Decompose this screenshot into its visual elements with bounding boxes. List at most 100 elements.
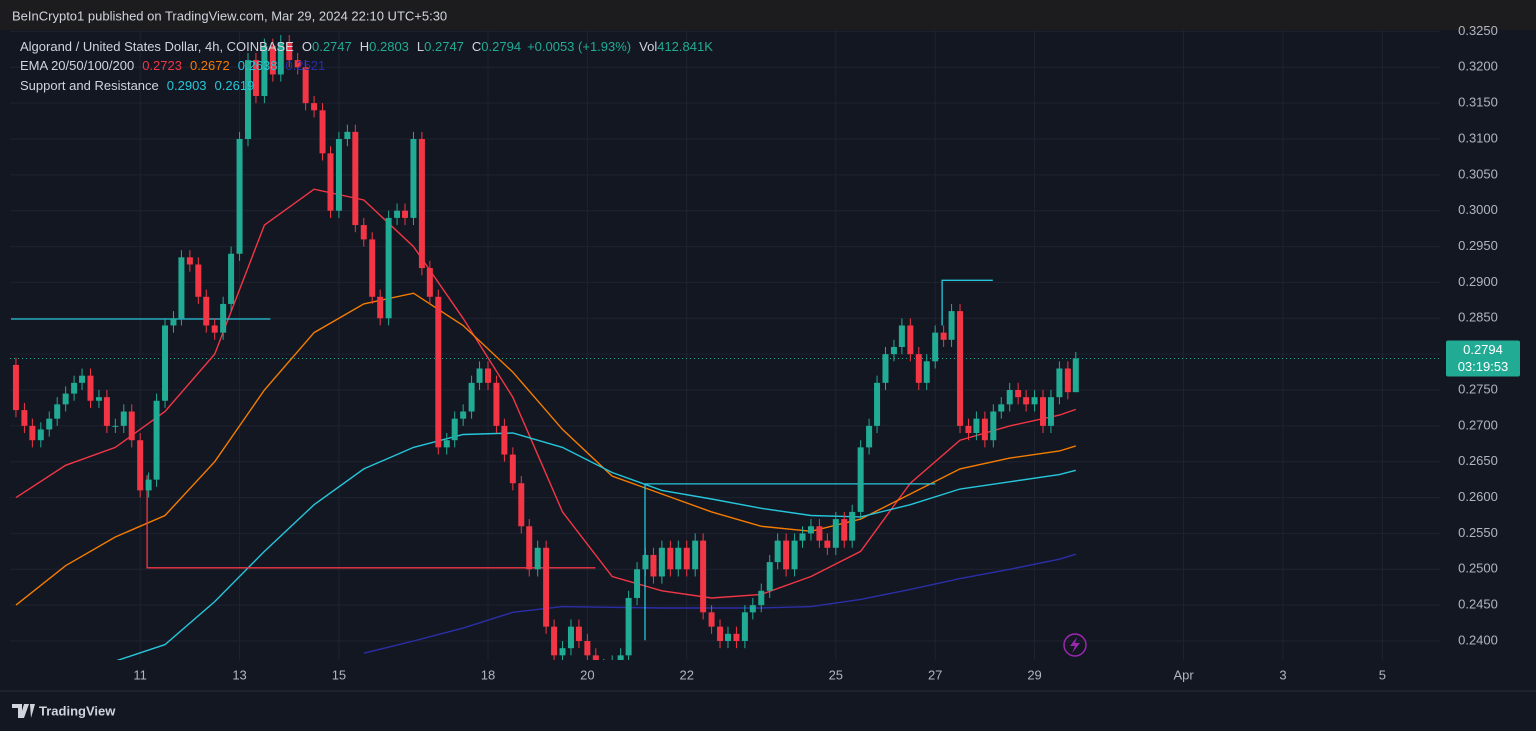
candle-body <box>932 332 939 362</box>
candle-body <box>37 429 44 441</box>
candle-body <box>592 655 599 660</box>
indicator-line <box>15 292 1077 606</box>
candle-body <box>377 296 384 319</box>
y-tick-label: 0.2750 <box>1458 381 1498 396</box>
candle-body <box>791 540 798 570</box>
legend-row: Support and Resistance 0.2903 0.2619 <box>20 78 254 93</box>
candle-body <box>634 569 641 598</box>
y-tick-label: 0.2450 <box>1458 597 1498 612</box>
price-label: 0.2794 <box>1463 342 1503 357</box>
candle-body <box>526 526 533 570</box>
legend-item: 0.2747 <box>424 39 464 54</box>
candle-body <box>178 257 185 319</box>
candle-body <box>965 425 972 434</box>
candle-body <box>501 425 508 455</box>
candle-body <box>335 139 342 211</box>
legend-item: EMA 20/50/100/200 <box>20 58 134 73</box>
candle-body <box>1047 397 1054 426</box>
candle-body <box>21 410 28 426</box>
y-tick-label: 0.3150 <box>1458 95 1498 110</box>
candle-body <box>302 67 309 104</box>
candle-body <box>203 296 210 326</box>
candle-body <box>220 303 227 333</box>
legend-item: 0.2794 <box>481 39 521 54</box>
legend-item: O <box>302 39 312 54</box>
candle-body <box>95 397 102 401</box>
candle-body <box>832 519 839 548</box>
candle-body <box>71 382 78 394</box>
candle-body <box>344 131 351 140</box>
candle-body <box>236 139 243 254</box>
candle-body <box>923 361 930 383</box>
candle-body <box>46 418 53 430</box>
candle-body <box>360 225 367 240</box>
y-tick-label: 0.2950 <box>1458 238 1498 253</box>
legend-item: Algorand / United States Dollar, 4h, COI… <box>20 39 294 54</box>
candle-body <box>866 425 873 448</box>
countdown: 03:19:53 <box>1458 359 1509 374</box>
candle-body <box>849 511 856 541</box>
candle-body <box>799 533 806 541</box>
candle-body <box>551 626 558 656</box>
candle-body <box>153 400 160 480</box>
candle-body <box>410 139 417 218</box>
candle-body <box>1023 397 1030 405</box>
legend-item: 0.2803 <box>369 39 409 54</box>
y-tick-label: 0.3100 <box>1458 130 1498 145</box>
legend-item: Vol <box>639 39 657 54</box>
legend-item: L <box>417 39 424 54</box>
candle-body <box>749 605 756 613</box>
y-tick-label: 0.2650 <box>1458 453 1498 468</box>
candle-body <box>625 597 632 656</box>
y-tick-label: 0.3200 <box>1458 59 1498 74</box>
legend-item: 0.2638 <box>238 58 278 73</box>
y-tick-label: 0.3050 <box>1458 166 1498 181</box>
y-tick-label: 0.3000 <box>1458 202 1498 217</box>
footer-text: TradingView <box>39 703 116 718</box>
candle-body <box>816 526 823 541</box>
candle-body <box>402 210 409 218</box>
candle-body <box>103 397 110 426</box>
x-tick-label: 27 <box>928 667 942 682</box>
indicator-line <box>15 188 1077 599</box>
candle-body <box>87 375 94 401</box>
candle-body <box>311 103 318 111</box>
x-tick-label: 29 <box>1027 667 1041 682</box>
candle-body <box>170 318 177 326</box>
candle-body <box>269 45 276 75</box>
candle-body <box>658 547 665 577</box>
x-tick-label: 13 <box>232 667 246 682</box>
candle-body <box>195 264 202 297</box>
x-tick-label: 15 <box>332 667 346 682</box>
candle-body <box>1031 397 1038 405</box>
candle-body <box>476 368 483 383</box>
candle-body <box>327 153 334 211</box>
candle-body <box>426 268 433 297</box>
candle-body <box>774 540 781 563</box>
candle-body <box>824 540 831 548</box>
indicator-line <box>116 432 1076 660</box>
candle-body <box>1039 397 1046 426</box>
x-tick-label: 3 <box>1279 667 1286 682</box>
candle-body <box>120 411 127 426</box>
axes: 0.2400 0.2450 0.2500 0.2550 0.2600 0.2650 0.27… <box>133 23 1520 682</box>
candle-body <box>575 626 582 641</box>
legend-item: 0.2672 <box>190 58 230 73</box>
candle-body <box>807 526 814 534</box>
candle-body <box>534 547 541 570</box>
candle-body <box>898 325 905 347</box>
indicator-line <box>363 553 1077 654</box>
candle-body <box>54 404 61 419</box>
candle-body <box>683 547 690 570</box>
candle-body <box>667 547 674 570</box>
legend-item: +0.0053 (+1.93%) <box>527 39 631 54</box>
candle-body <box>857 447 864 512</box>
indicators <box>11 188 1077 660</box>
events-icon[interactable] <box>1063 633 1087 657</box>
candle-body <box>874 382 881 426</box>
y-tick-label: 0.2850 <box>1458 310 1498 325</box>
candle-body <box>957 311 964 426</box>
candle-body <box>509 454 516 484</box>
